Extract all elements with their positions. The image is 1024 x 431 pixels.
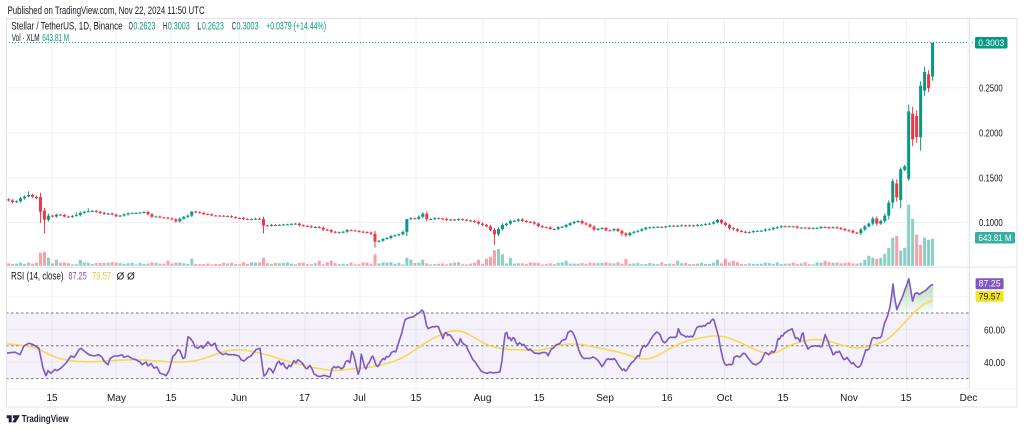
svg-text:TradingView: TradingView <box>22 413 70 425</box>
svg-text:Published on TradingView.com,: Published on TradingView.com, Nov 22, 20… <box>8 5 205 17</box>
svg-text:40.00: 40.00 <box>984 358 1005 369</box>
svg-text:0.1000: 0.1000 <box>979 218 1003 229</box>
svg-text:Jul: Jul <box>353 393 366 404</box>
svg-text:15: 15 <box>410 393 422 404</box>
svg-text:0.3003: 0.3003 <box>237 21 259 33</box>
svg-text:0.1500: 0.1500 <box>979 173 1003 184</box>
svg-text:Nov: Nov <box>840 393 858 404</box>
svg-text:0.2500: 0.2500 <box>979 83 1003 94</box>
svg-text:RSI (14, close): RSI (14, close) <box>11 271 64 283</box>
svg-text:0.2623: 0.2623 <box>202 21 224 33</box>
svg-text:60.00: 60.00 <box>984 326 1005 337</box>
svg-text:16: 16 <box>661 393 673 404</box>
svg-text:C: C <box>232 21 236 33</box>
svg-text:0.2000: 0.2000 <box>979 129 1003 140</box>
svg-text:15: 15 <box>533 393 545 404</box>
svg-text:0.2623: 0.2623 <box>133 21 155 33</box>
svg-text:87.25: 87.25 <box>68 271 86 283</box>
svg-text:L: L <box>197 21 201 33</box>
svg-text:Ø: Ø <box>117 272 125 283</box>
svg-text:+0.0379 (+14.44%): +0.0379 (+14.44%) <box>266 21 326 33</box>
svg-text:May: May <box>107 393 126 404</box>
svg-text:79.57: 79.57 <box>979 291 1001 302</box>
svg-text:O: O <box>129 21 133 33</box>
svg-text:15: 15 <box>165 393 177 404</box>
svg-text:Oct: Oct <box>717 393 733 404</box>
svg-text:0.3003: 0.3003 <box>168 21 190 33</box>
svg-text:87.25: 87.25 <box>979 279 1001 290</box>
svg-text:Vol · XLM: Vol · XLM <box>12 33 40 44</box>
svg-text:Jun: Jun <box>231 393 247 404</box>
svg-text:15: 15 <box>777 393 789 404</box>
svg-text:17: 17 <box>299 393 311 404</box>
svg-text:Aug: Aug <box>474 393 492 404</box>
svg-text:H: H <box>163 21 167 33</box>
svg-text:Sep: Sep <box>596 393 614 404</box>
svg-text:Stellar / TetherUS, 1D, Binanc: Stellar / TetherUS, 1D, Binance <box>11 21 122 33</box>
svg-text:79.57: 79.57 <box>92 271 111 283</box>
svg-text:643.81 M: 643.81 M <box>979 233 1012 244</box>
svg-text:Dec: Dec <box>960 393 978 404</box>
svg-text:0.3003: 0.3003 <box>978 38 1004 49</box>
svg-text:15: 15 <box>900 393 912 404</box>
svg-text:15: 15 <box>46 393 58 404</box>
svg-text:Ø: Ø <box>127 272 135 283</box>
svg-text:643.81 M: 643.81 M <box>42 33 69 44</box>
